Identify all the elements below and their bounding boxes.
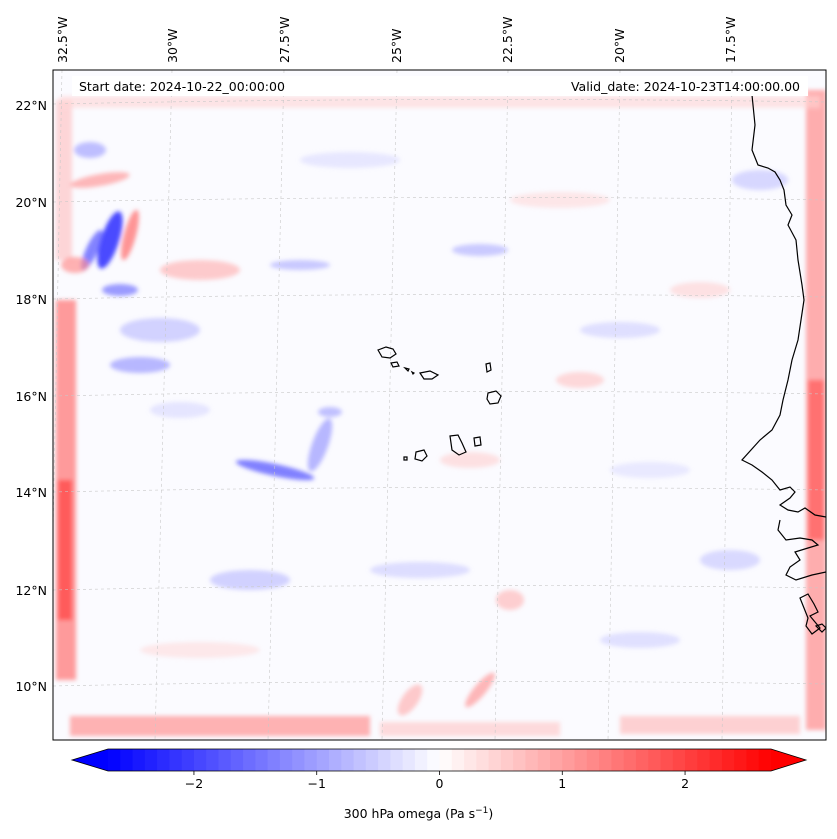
colorbar-tick-label: −1 <box>308 776 326 791</box>
colorbar-bin <box>562 749 576 771</box>
colorbar-label-main: 300 hPa omega (Pa s <box>343 806 476 822</box>
lon-label: 22.5°W <box>500 17 515 63</box>
lon-label: 30°W <box>165 28 180 63</box>
colorbar-bin <box>537 749 551 771</box>
colorbar-bin <box>378 749 391 771</box>
colorbar-bin <box>279 749 293 771</box>
colorbar-bin <box>292 749 306 771</box>
colorbar-ticks: −2 −1 0 1 2 <box>185 771 689 791</box>
lon-label: 17.5°W <box>723 17 738 63</box>
colorbar-bin <box>599 749 612 771</box>
graticule <box>53 70 826 740</box>
colorbar-bin <box>697 749 711 771</box>
colorbar-bin <box>304 749 318 771</box>
lat-label: 16°N <box>15 389 47 404</box>
lon-label: 32.5°W <box>55 17 70 63</box>
colorbar-bin <box>464 749 477 771</box>
colorbar-bin <box>513 749 527 771</box>
longitude-labels: 32.5°W 30°W 27.5°W 25°W 22.5°W 20°W 17.5… <box>55 17 738 63</box>
colorbar-bin <box>721 749 735 771</box>
colorbar-bin <box>427 749 441 771</box>
colorbar-bin <box>488 749 502 771</box>
colorbar-bin <box>132 749 146 771</box>
colorbar-bin <box>758 749 772 771</box>
colorbar-bin <box>181 749 195 771</box>
colorbar-bin <box>672 749 686 771</box>
colorbar-bin <box>586 749 600 771</box>
colorbar-bin <box>341 749 355 771</box>
colorbar-extend-max <box>771 749 806 771</box>
colorbar-bin <box>329 749 342 771</box>
colorbar-bin <box>623 749 637 771</box>
colorbar-bin <box>476 749 490 771</box>
west-african-coastline <box>741 94 826 635</box>
colorbar-bin <box>550 749 563 771</box>
colorbar-bin <box>709 749 723 771</box>
colorbar-bin <box>353 749 367 771</box>
colorbar-bin <box>648 749 662 771</box>
colorbar-bin <box>365 749 379 771</box>
colorbar-bin <box>451 749 465 771</box>
colorbar-tick-label: −2 <box>185 776 203 791</box>
colorbar-bin <box>243 749 256 771</box>
colorbar-bin <box>267 749 281 771</box>
colorbar-label-close: ) <box>488 806 494 822</box>
colorbar-bin <box>402 749 416 771</box>
colorbar-extend-min <box>72 749 108 771</box>
colorbar-bin <box>108 749 121 771</box>
latitude-labels: 22°N 20°N 18°N 16°N 14°N 12°N 10°N <box>15 98 47 694</box>
colorbar-bin <box>206 749 220 771</box>
lon-label: 20°W <box>612 28 627 63</box>
colorbar: −2 −1 0 1 2 <box>70 748 808 791</box>
lon-label: 27.5°W <box>277 17 292 63</box>
colorbar-label: 300 hPa omega (Pa s−1) <box>0 806 837 821</box>
omega-field <box>56 90 826 736</box>
colorbar-bin <box>144 749 158 771</box>
map-panel[interactable] <box>49 70 826 740</box>
lat-label: 14°N <box>15 485 47 500</box>
colorbar-bin <box>120 749 134 771</box>
map-frame <box>52 69 827 741</box>
lat-label: 10°N <box>15 679 47 694</box>
colorbar-bin <box>169 749 183 771</box>
colorbar-bin <box>500 749 514 771</box>
colorbar-bin <box>660 749 674 771</box>
header-band <box>72 76 808 96</box>
colorbar-label-exponent: −1 <box>475 806 489 816</box>
colorbar-bin <box>157 749 170 771</box>
colorbar-tick-label: 0 <box>436 776 444 791</box>
colorbar-bin <box>734 749 748 771</box>
colorbar-bin <box>218 749 232 771</box>
colorbar-bin <box>635 749 649 771</box>
colorbar-tick-label: 1 <box>558 776 566 791</box>
lat-label: 18°N <box>15 292 47 307</box>
colorbar-outline <box>70 748 808 772</box>
colorbar-bin <box>414 749 428 771</box>
lat-label: 12°N <box>15 583 47 598</box>
colorbar-bin <box>439 749 453 771</box>
colorbar-bin <box>746 749 760 771</box>
cape-verde-islands <box>377 346 502 462</box>
lon-label: 25°W <box>389 28 404 63</box>
colorbar-bin <box>611 749 625 771</box>
colorbar-bin <box>230 749 244 771</box>
colorbar-tick-label: 2 <box>681 776 689 791</box>
colorbar-bin <box>316 749 330 771</box>
start-date-label: Start date: 2024-10-22_00:00:00 <box>79 79 285 94</box>
colorbar-bin <box>390 749 404 771</box>
colorbar-bin <box>525 749 539 771</box>
colorbar-bin <box>685 749 698 771</box>
lat-label: 20°N <box>15 195 47 210</box>
colorbar-bins <box>108 749 772 771</box>
colorbar-bin <box>574 749 588 771</box>
colorbar-bin <box>255 749 269 771</box>
valid-date-label: Valid_date: 2024-10-23T14:00:00.00 <box>571 79 800 94</box>
colorbar-bin <box>193 749 207 771</box>
lat-label: 22°N <box>15 98 47 113</box>
